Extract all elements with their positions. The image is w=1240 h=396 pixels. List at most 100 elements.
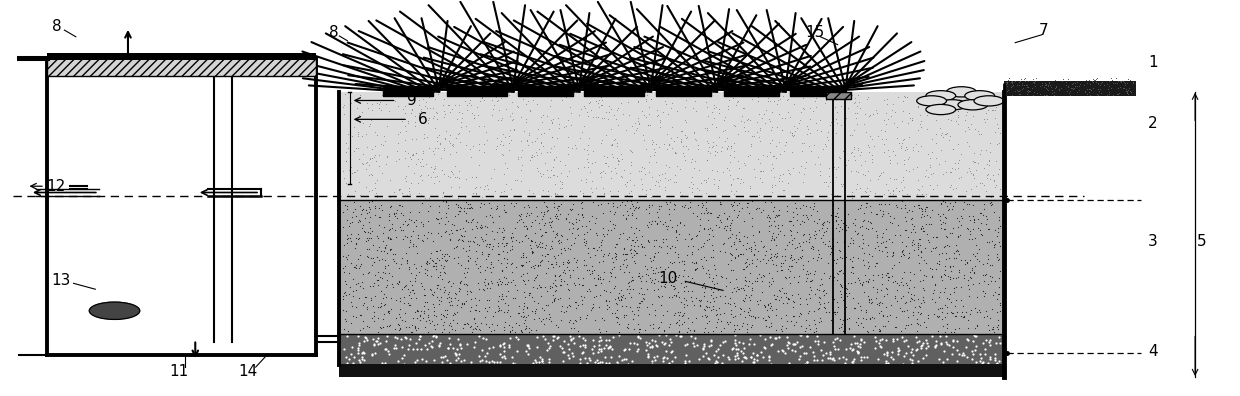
- Point: [903, 312, 923, 318]
- Point: [990, 139, 1009, 146]
- Point: [880, 156, 900, 163]
- Point: [469, 162, 489, 168]
- Point: [764, 236, 784, 243]
- Point: [348, 231, 368, 237]
- Point: [639, 272, 658, 278]
- Point: [937, 341, 957, 347]
- Point: [396, 103, 415, 109]
- Point: [417, 235, 436, 241]
- Point: [544, 143, 564, 149]
- Point: [982, 306, 1002, 312]
- Point: [443, 316, 463, 323]
- Point: [603, 265, 622, 272]
- Point: [558, 144, 578, 150]
- Point: [1047, 84, 1066, 90]
- Point: [475, 282, 495, 288]
- Point: [848, 145, 868, 151]
- Point: [967, 294, 987, 301]
- Point: [588, 202, 608, 208]
- Point: [863, 327, 883, 333]
- Point: [743, 133, 763, 139]
- Point: [614, 245, 634, 251]
- Point: [580, 271, 600, 277]
- Point: [606, 256, 626, 263]
- Point: [661, 349, 681, 355]
- Point: [975, 95, 994, 101]
- Point: [769, 231, 789, 238]
- Point: [713, 210, 733, 217]
- Point: [377, 282, 397, 288]
- Point: [811, 193, 831, 200]
- Point: [399, 188, 419, 194]
- Point: [804, 254, 823, 261]
- Point: [718, 261, 738, 267]
- Point: [660, 259, 680, 265]
- Point: [852, 281, 872, 287]
- Point: [851, 354, 870, 360]
- Point: [894, 93, 914, 99]
- Point: [887, 185, 906, 191]
- Point: [909, 309, 929, 315]
- Point: [900, 216, 920, 222]
- Point: [734, 298, 754, 305]
- Point: [1016, 82, 1035, 89]
- Point: [773, 253, 792, 259]
- Point: [807, 93, 827, 99]
- Point: [862, 135, 882, 142]
- Point: [914, 228, 934, 234]
- Point: [769, 287, 789, 293]
- Point: [878, 313, 898, 319]
- Point: [601, 346, 621, 352]
- Point: [386, 334, 405, 341]
- Point: [501, 329, 521, 335]
- Point: [805, 271, 825, 278]
- Point: [464, 114, 484, 121]
- Point: [744, 251, 764, 257]
- Point: [543, 172, 563, 178]
- Point: [770, 334, 790, 340]
- Point: [774, 232, 794, 238]
- Point: [945, 285, 965, 291]
- Point: [662, 124, 682, 131]
- Point: [520, 257, 539, 264]
- Point: [702, 286, 722, 293]
- Point: [823, 209, 843, 215]
- Point: [429, 132, 449, 138]
- Point: [608, 187, 627, 194]
- Point: [382, 225, 402, 232]
- Point: [418, 116, 438, 123]
- Point: [928, 312, 947, 319]
- Point: [929, 261, 949, 267]
- Point: [361, 295, 381, 301]
- Point: [399, 301, 419, 308]
- Point: [848, 110, 868, 116]
- Point: [937, 234, 957, 240]
- Point: [585, 220, 605, 226]
- Point: [378, 348, 398, 354]
- Point: [899, 134, 919, 141]
- Point: [787, 211, 807, 217]
- Point: [1097, 92, 1117, 98]
- Point: [548, 324, 568, 331]
- Point: [444, 141, 464, 147]
- Point: [796, 270, 816, 277]
- Point: [405, 161, 425, 167]
- Point: [532, 358, 552, 364]
- Point: [1047, 83, 1066, 89]
- Point: [1009, 82, 1029, 89]
- Point: [693, 265, 713, 271]
- Point: [901, 242, 921, 248]
- Point: [900, 269, 920, 275]
- Point: [718, 103, 738, 109]
- Point: [420, 230, 440, 236]
- Point: [379, 322, 399, 329]
- Point: [677, 252, 697, 259]
- Point: [515, 233, 534, 239]
- Point: [775, 312, 795, 318]
- Point: [356, 166, 376, 172]
- Point: [476, 358, 496, 364]
- Point: [816, 350, 836, 356]
- Point: [366, 116, 386, 122]
- Point: [1049, 86, 1069, 93]
- Point: [1008, 88, 1028, 94]
